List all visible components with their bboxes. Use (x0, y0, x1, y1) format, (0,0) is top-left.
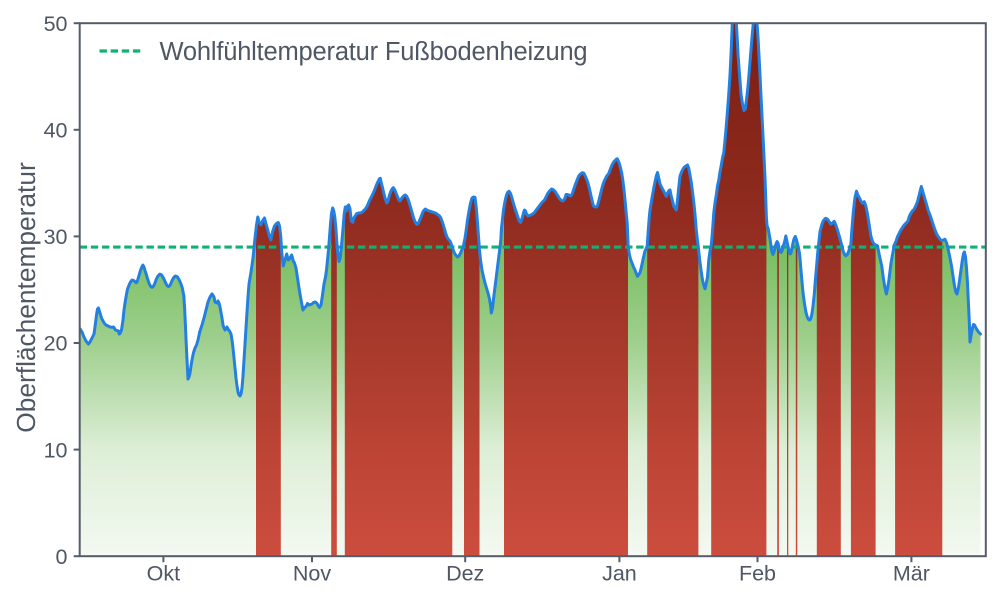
svg-text:Oberflächentemperatur: Oberflächentemperatur (11, 162, 41, 433)
svg-text:10: 10 (44, 438, 68, 462)
svg-text:Nov: Nov (293, 562, 331, 586)
svg-text:50: 50 (44, 12, 68, 36)
svg-text:Dez: Dez (446, 562, 484, 586)
svg-text:Jan: Jan (602, 562, 637, 586)
svg-text:0: 0 (56, 545, 68, 569)
svg-text:Mär: Mär (893, 562, 930, 586)
svg-text:30: 30 (44, 225, 68, 249)
svg-text:Feb: Feb (739, 562, 776, 586)
svg-text:40: 40 (44, 119, 68, 143)
svg-text:Okt: Okt (147, 562, 180, 586)
svg-text:Wohlfühltemperatur Fußbodenhei: Wohlfühltemperatur Fußbodenheizung (160, 38, 588, 66)
svg-text:20: 20 (44, 332, 68, 356)
